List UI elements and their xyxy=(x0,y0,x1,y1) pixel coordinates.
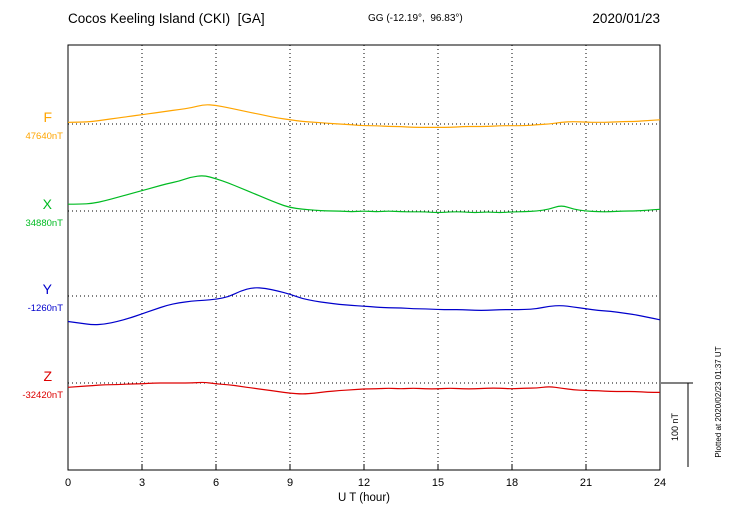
trace-X xyxy=(67,175,661,214)
baseline-value-Y: -1260nT xyxy=(28,303,64,314)
baseline-value-X: 34880nT xyxy=(25,218,63,229)
baseline-value-Z: -32420nT xyxy=(22,390,63,401)
x-tick-label-9: 9 xyxy=(287,477,293,489)
x-tick-label-18: 18 xyxy=(506,477,518,489)
station-title: Cocos Keeling Island (CKI) [GA] xyxy=(68,11,265,26)
grid-layer: 0 3 6 9 12 15 18 21 24 xyxy=(65,45,666,489)
component-label-Z: Z xyxy=(43,368,52,384)
component-label-Y: Y xyxy=(43,281,53,297)
baseline-value-F: 47640nT xyxy=(25,131,63,142)
plot-date: 2020/01/23 xyxy=(592,11,660,26)
trace-Y xyxy=(67,287,661,326)
x-tick-label-15: 15 xyxy=(432,477,444,489)
x-axis-title: U T (hour) xyxy=(338,492,390,504)
x-tick-label-24: 24 xyxy=(654,477,666,489)
x-tick-label-6: 6 xyxy=(213,477,219,489)
series-layer: F 47640nT X 34880nT Y -1260nT Z -32420nT xyxy=(22,104,661,401)
x-tick-label-3: 3 xyxy=(139,477,145,489)
x-tick-label-21: 21 xyxy=(580,477,592,489)
scale-bar: 100 nT xyxy=(661,382,693,467)
scale-bar-label: 100 nT xyxy=(670,412,680,441)
trace-F xyxy=(67,104,661,129)
component-label-X: X xyxy=(43,196,53,212)
trace-Z xyxy=(67,381,660,395)
component-label-F: F xyxy=(43,109,52,125)
x-tick-label-0: 0 xyxy=(65,477,71,489)
plotted-at-note: Plotted at 2020/02/23 01:37 UT xyxy=(714,346,723,457)
station-coordinates: GG (-12.19°, 96.83°) xyxy=(368,13,463,24)
x-tick-label-12: 12 xyxy=(358,477,370,489)
